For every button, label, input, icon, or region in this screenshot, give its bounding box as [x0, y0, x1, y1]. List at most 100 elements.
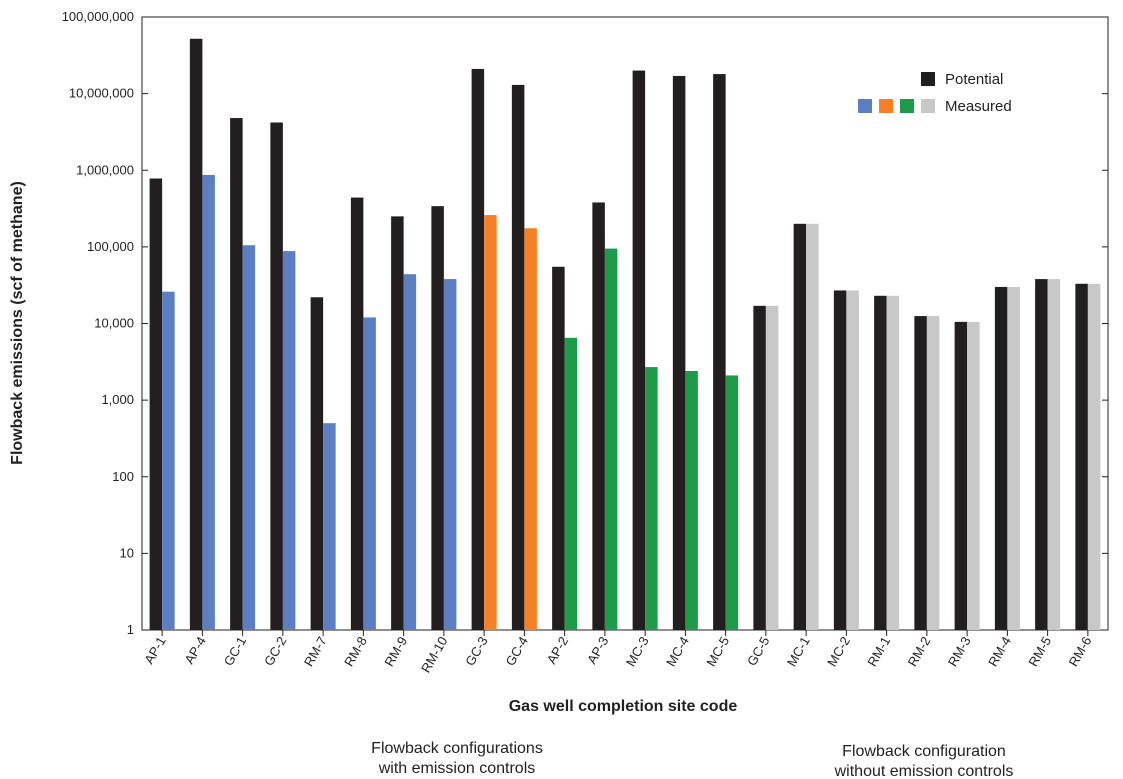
x-tick-label: GC-5 — [744, 634, 773, 668]
bar-measured — [363, 317, 376, 630]
x-axis: AP-1 AP-4 GC-1 GC-2 RM-7 RM-8 RM-9 RM-10 GC-3 GC-… — [141, 630, 1094, 675]
bars — [149, 38, 1101, 631]
bar-measured — [1047, 279, 1061, 630]
x-tick-label: RM-6 — [1066, 634, 1095, 669]
bar-potential — [632, 70, 646, 630]
bar-measured — [765, 305, 779, 630]
x-tick-label: MC-1 — [784, 634, 813, 669]
bar-potential — [672, 75, 686, 630]
y-tick-label: 1 — [127, 622, 134, 637]
y-tick-label: 10,000,000 — [69, 86, 134, 101]
x-tick-label: AP-1 — [141, 634, 168, 667]
y-tick-label: 100,000,000 — [62, 9, 134, 24]
bar-measured — [202, 174, 215, 630]
legend-label: Potential — [945, 71, 1003, 88]
y-tick-label: 1,000,000 — [76, 162, 134, 177]
x-tick-label: AP-3 — [584, 634, 611, 667]
bar-potential — [592, 202, 605, 630]
bar-measured — [926, 316, 940, 630]
legend-label: Measured — [945, 98, 1012, 115]
bar-potential — [270, 122, 283, 630]
bar-measured — [162, 291, 175, 630]
x-tick-label: GC-1 — [221, 634, 250, 668]
y-axis-label: Flowback emissions (scf of methane) — [9, 181, 26, 465]
bar-potential — [310, 297, 324, 630]
bar-measured — [645, 367, 658, 630]
bar-potential — [391, 216, 404, 630]
legend-swatch — [921, 72, 935, 86]
bar-potential — [1075, 283, 1088, 630]
bar-potential — [552, 266, 565, 630]
bar-potential — [833, 290, 847, 630]
y-tick-label: 10,000 — [94, 316, 134, 331]
x-tick-label: AP-2 — [544, 634, 571, 667]
bar-measured — [806, 223, 819, 630]
x-tick-label: RM-2 — [905, 634, 934, 669]
bar-measured — [967, 321, 980, 630]
bar-measured — [323, 423, 336, 630]
bar-measured — [282, 251, 296, 630]
bar-potential — [431, 206, 444, 630]
y-tick-label: 1,000 — [101, 392, 134, 407]
bar-potential — [753, 305, 766, 630]
bar-potential — [149, 178, 163, 630]
bar-measured — [242, 245, 256, 630]
legend-swatch — [879, 99, 893, 113]
bar-potential — [511, 84, 525, 630]
y-tick-label: 100,000 — [87, 239, 134, 254]
x-tick-label: RM-5 — [1025, 634, 1054, 669]
bar-measured — [604, 248, 618, 631]
x-tick-label: RM-10 — [418, 634, 450, 675]
group-labels: Flowback configurations with emission con… — [371, 740, 1013, 779]
bar-potential — [189, 38, 203, 631]
bar-measured — [443, 279, 457, 630]
bar-measured — [685, 370, 698, 630]
legend: Potential Measured — [858, 71, 1012, 115]
x-axis-label: Gas well completion site code — [509, 698, 738, 715]
x-tick-label: RM-1 — [864, 634, 893, 669]
x-tick-label: GC-3 — [462, 634, 491, 668]
x-tick-label: MC-4 — [663, 634, 692, 669]
legend-swatch — [858, 99, 872, 113]
bar-potential — [994, 286, 1008, 630]
y-tick-label: 10 — [120, 545, 134, 560]
bar-measured — [1007, 286, 1020, 630]
x-tick-label: MC-3 — [623, 634, 652, 669]
group-label-line: Flowback configurations — [371, 740, 543, 757]
x-tick-label: RM-4 — [985, 634, 1014, 669]
y-axis: 1 10 100 1,000 10,000 100,000 1,000,000 10,000,… — [62, 9, 1108, 637]
bar-potential — [713, 74, 726, 630]
bar-measured — [403, 274, 417, 630]
bar-measured — [524, 228, 537, 631]
bar-potential — [350, 197, 364, 630]
x-tick-label: MC-2 — [824, 634, 853, 669]
legend-swatch — [921, 99, 935, 113]
y-tick-label: 100 — [112, 469, 134, 484]
x-tick-label: RM-9 — [381, 634, 410, 669]
group-label-line: with emission controls — [378, 760, 536, 777]
bar-potential — [1035, 279, 1048, 630]
bar-measured — [846, 290, 859, 630]
x-tick-label: MC-5 — [703, 634, 732, 669]
bar-measured — [484, 215, 497, 630]
bar-potential — [914, 316, 927, 630]
bar-potential — [874, 295, 887, 630]
x-tick-label: GC-2 — [261, 634, 290, 668]
bar-measured — [725, 375, 739, 630]
x-tick-label: RM-3 — [945, 634, 974, 669]
bar-measured — [886, 295, 900, 630]
bar-potential — [954, 321, 968, 630]
group-label-line: Flowback configuration — [842, 743, 1006, 760]
bar-measured — [564, 337, 578, 630]
bar-potential — [471, 68, 485, 631]
x-tick-label: RM-8 — [341, 634, 370, 669]
x-tick-label: GC-4 — [502, 634, 531, 668]
x-tick-label: AP-4 — [182, 634, 209, 667]
legend-swatch — [900, 99, 914, 113]
bar-potential — [230, 118, 243, 630]
bar-measured — [1087, 283, 1101, 630]
bar-potential — [793, 223, 807, 630]
x-tick-label: RM-7 — [301, 634, 330, 669]
group-label-line: without emission controls — [834, 763, 1014, 779]
